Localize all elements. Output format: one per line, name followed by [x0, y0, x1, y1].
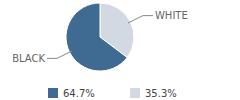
legend-swatch	[48, 88, 58, 98]
slice-label: BLACK	[12, 53, 45, 64]
pie	[66, 3, 134, 71]
slice-label: WHITE	[155, 10, 188, 21]
slice-labels: WHITE BLACK	[12, 10, 188, 64]
leader-line	[47, 51, 72, 58]
legend: 64.7% 35.3%	[48, 88, 177, 99]
chart: WHITE BLACK 64.7% 35.3%	[0, 0, 240, 100]
pie-slice	[66, 3, 127, 71]
leader-line	[128, 16, 153, 23]
legend-label: 35.3%	[145, 88, 177, 99]
legend-swatch	[130, 88, 140, 98]
legend-label: 64.7%	[63, 88, 95, 99]
